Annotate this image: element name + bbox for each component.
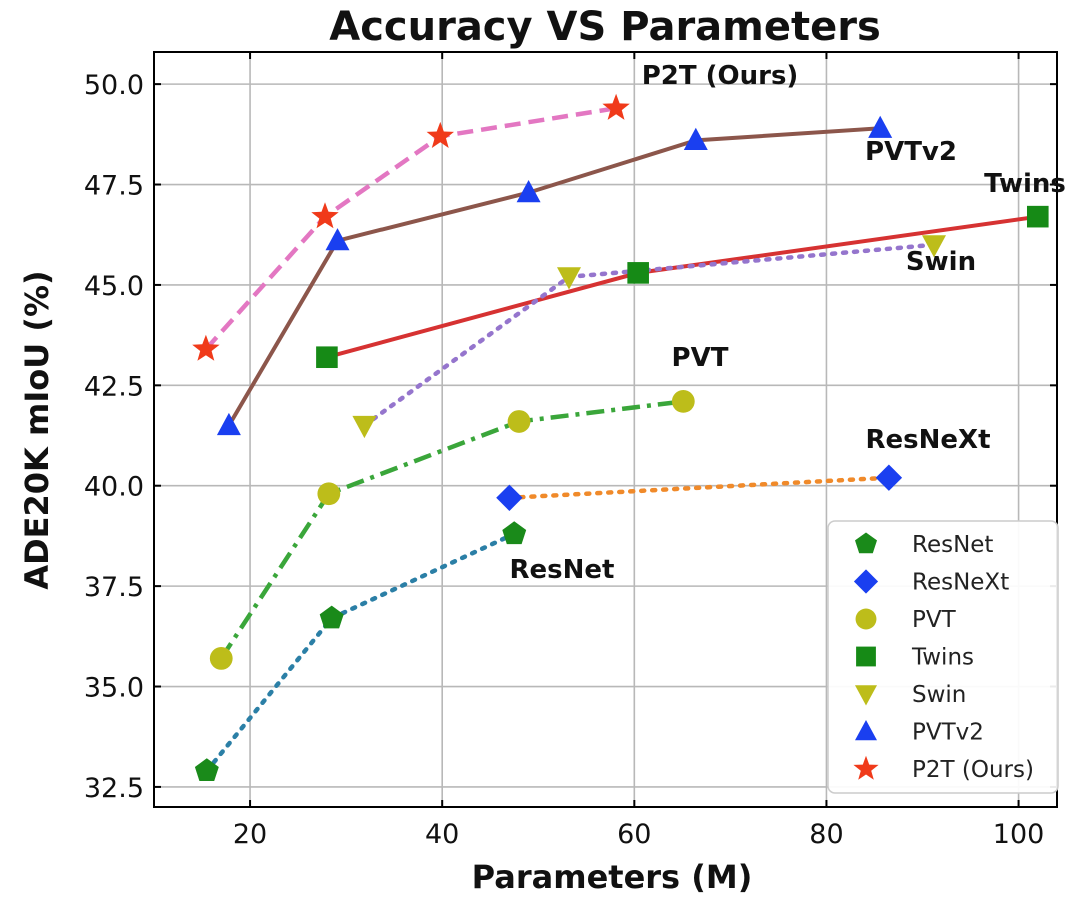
x-tick-label: 100	[993, 819, 1045, 850]
twins-point	[1026, 205, 1049, 228]
pvtv2-point	[868, 115, 893, 138]
p2t-ours-line	[204, 105, 617, 351]
legend-label-p2t-ours: P2T (Ours)	[912, 757, 1034, 783]
plot-frame	[153, 51, 1058, 808]
y-tick-label: 35.0	[84, 673, 144, 704]
y-tick-label: 42.5	[84, 371, 144, 402]
x-tick-label: 40	[425, 819, 459, 850]
series-markers	[192, 93, 1049, 781]
pvtv2-annotation: PVTv2	[865, 137, 957, 167]
legend-label-twins: Twins	[911, 645, 974, 671]
legend-marker-swin	[855, 685, 877, 706]
twins-point	[627, 262, 649, 284]
annotations: ResNet ResNeXt PVT Twins Swin PVTv2 P2T (Ours)	[510, 61, 1066, 585]
y-tick-label: 47.5	[84, 171, 144, 202]
resnet-point	[502, 521, 527, 545]
resnet-annotation: ResNet	[510, 555, 615, 585]
p2t-ours-annotation: P2T (Ours)	[642, 61, 799, 91]
legend-marker-pvtv2	[855, 720, 877, 741]
swin-annotation: Swin	[906, 247, 976, 277]
resnet-point	[319, 605, 344, 629]
x-axis-label: Parameters (M)	[472, 858, 753, 896]
y-axis-label: ADE20K mIoU (%)	[18, 270, 56, 589]
pvtv2-point	[216, 412, 241, 436]
resnext-annotation: ResNeXt	[866, 425, 991, 455]
resnext-line	[507, 475, 892, 501]
pvt-point	[507, 410, 531, 433]
x-tick-label: 60	[617, 819, 651, 850]
legend-marker-twins	[856, 646, 876, 667]
resnet-point	[194, 758, 219, 781]
resnet-line	[204, 531, 517, 774]
pvt-point	[209, 647, 233, 670]
x-tick-label: 80	[809, 819, 843, 850]
chart-title: Accuracy VS Parameters	[329, 4, 881, 50]
pvtv2-point	[516, 180, 541, 203]
swin-point	[352, 415, 377, 439]
tick-marks: 20 40 60 80 100 32.5 35.0 37.5 40.0 42.5 45.0 47.5 5…	[84, 52, 1057, 850]
twins-point	[316, 346, 338, 369]
pvtv2-point	[683, 127, 708, 150]
legend: ResNet ResNeXt PVT Twins Swin PVTv2 P2T (Ours)	[827, 520, 1059, 794]
pvt-line	[219, 399, 684, 660]
y-tick-label: 50.0	[84, 70, 144, 101]
pvt-annotation: PVT	[672, 343, 729, 373]
legend-label-swin: Swin	[912, 682, 966, 708]
legend-label-resnext: ResNeXt	[912, 570, 1009, 596]
swin-point	[922, 235, 946, 258]
swin-line	[362, 242, 937, 428]
pvt-point	[317, 482, 341, 506]
legend-label-pvt: PVT	[912, 607, 957, 633]
y-tick-label: 40.0	[84, 472, 144, 503]
p2t-ours-point	[426, 121, 454, 148]
swin-point	[557, 267, 581, 290]
legend-marker-pvt	[855, 608, 877, 630]
p2t-ours-point	[602, 93, 630, 120]
twins-annotation: Twins	[984, 169, 1066, 199]
pvtv2-line	[227, 126, 881, 427]
p2t-ours-point	[192, 334, 220, 361]
p2t-ours-point	[311, 202, 339, 229]
x-tick-label: 20	[233, 819, 267, 850]
legend-marker-resnext	[853, 569, 879, 594]
resnext-point	[496, 484, 523, 511]
legend-label-resnet: ResNet	[912, 532, 993, 558]
y-tick-label: 32.5	[84, 773, 144, 804]
resnext-point	[875, 464, 903, 491]
gridlines	[154, 52, 1057, 807]
y-tick-label: 37.5	[84, 572, 144, 603]
legend-label-pvtv2: PVTv2	[912, 720, 984, 746]
y-tick-label: 45.0	[84, 271, 144, 302]
legend-box	[827, 520, 1059, 794]
pvt-point	[671, 389, 695, 413]
legend-marker-p2t-ours	[853, 755, 879, 780]
pvtv2-point	[325, 228, 350, 251]
legend-marker-resnet	[855, 532, 877, 554]
